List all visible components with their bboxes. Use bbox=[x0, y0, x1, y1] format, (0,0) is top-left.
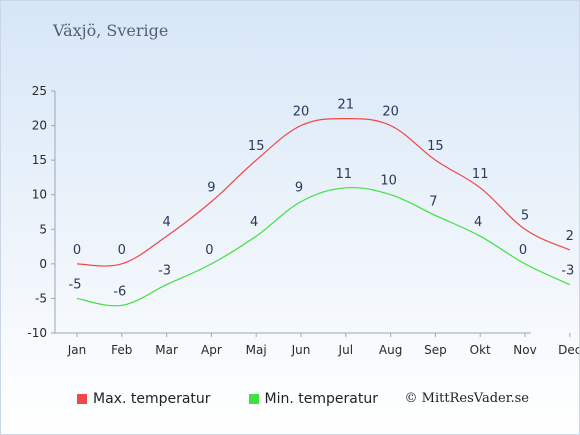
y-axis-ticks: 25 20 15 10 5 0 -5 -10 bbox=[27, 84, 55, 340]
min-data-label: 10 bbox=[380, 174, 397, 189]
y-tick-label: 25 bbox=[32, 84, 47, 98]
max-data-label: 4 bbox=[162, 215, 170, 230]
max-data-label: 21 bbox=[338, 98, 355, 113]
max-data-label: 5 bbox=[521, 208, 529, 223]
max-data-label: 9 bbox=[207, 181, 215, 196]
y-tick-label: -10 bbox=[27, 326, 47, 340]
x-tick-label: Sep bbox=[424, 343, 447, 357]
x-tick-label: Dec bbox=[558, 343, 579, 357]
max-data-label: 2 bbox=[566, 229, 574, 244]
legend: Max. temperatur Min. temperatur bbox=[77, 391, 378, 407]
min-temperature-line bbox=[76, 186, 571, 307]
min-data-label: 9 bbox=[295, 181, 303, 196]
min-data-label: 7 bbox=[429, 194, 437, 209]
min-data-label: -3 bbox=[158, 264, 171, 279]
min-data-label: 0 bbox=[205, 243, 213, 258]
min-data-label: 4 bbox=[250, 215, 258, 230]
data-labels: 0 0 4 9 15 20 21 20 15 11 5 2 -5 -6 -3 0 4 9 11 10 7 4 0 -3 bbox=[69, 98, 575, 300]
x-tick-label: Apr bbox=[201, 343, 222, 357]
max-data-label: 15 bbox=[427, 139, 444, 154]
min-data-label: 0 bbox=[519, 243, 527, 258]
y-tick-label: 5 bbox=[39, 222, 47, 236]
min-data-label: -5 bbox=[69, 277, 82, 292]
max-data-label: 11 bbox=[472, 167, 489, 182]
min-data-label: 11 bbox=[336, 167, 353, 182]
legend-label-min: Min. temperatur bbox=[264, 391, 378, 407]
max-data-label: 15 bbox=[248, 139, 265, 154]
min-data-label: -6 bbox=[113, 284, 126, 299]
min-data-label: -3 bbox=[561, 264, 574, 279]
x-tick-label: Jul bbox=[338, 343, 353, 357]
chart-title: Växjö, Sverige bbox=[53, 21, 169, 40]
credit-text: © MittResVader.se bbox=[404, 391, 529, 406]
y-tick-label: 0 bbox=[39, 257, 47, 271]
x-tick-label: Nov bbox=[513, 343, 536, 357]
y-tick-label: 15 bbox=[32, 153, 47, 167]
x-tick-label: Maj bbox=[246, 343, 267, 357]
y-tick-label: -5 bbox=[35, 291, 47, 305]
x-tick-label: Mar bbox=[155, 343, 178, 357]
max-data-label: 20 bbox=[382, 105, 399, 120]
legend-item-min: Min. temperatur bbox=[248, 391, 378, 407]
x-tick-label: Okt bbox=[470, 343, 491, 357]
legend-swatch-max bbox=[77, 394, 87, 404]
x-tick-label: Jun bbox=[291, 343, 311, 357]
min-data-label: 4 bbox=[474, 215, 482, 230]
legend-item-max: Max. temperatur bbox=[77, 391, 211, 407]
legend-label-max: Max. temperatur bbox=[93, 391, 211, 407]
x-tick-label: Feb bbox=[111, 343, 132, 357]
max-data-label: 0 bbox=[73, 243, 81, 258]
y-tick-label: 10 bbox=[32, 188, 47, 202]
max-data-label: 0 bbox=[118, 243, 126, 258]
y-tick-label: 20 bbox=[32, 119, 47, 133]
x-tick-label: Jan bbox=[67, 343, 87, 357]
max-temperature-line bbox=[76, 118, 571, 267]
legend-swatch-min bbox=[248, 394, 259, 404]
x-axis-ticks: Jan Feb Mar Apr Maj Jun Jul Aug Sep Okt Nov Dec bbox=[67, 333, 579, 357]
x-tick-label: Aug bbox=[379, 343, 402, 357]
max-data-label: 20 bbox=[293, 105, 310, 120]
series-lines bbox=[76, 118, 571, 307]
